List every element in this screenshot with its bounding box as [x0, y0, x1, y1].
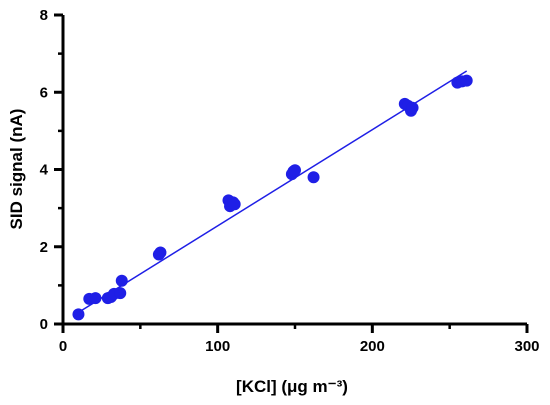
y-tick-label: 2	[40, 239, 48, 256]
data-point	[115, 274, 128, 287]
data-point	[228, 198, 241, 211]
y-tick-label: 6	[40, 84, 48, 101]
data-point	[406, 101, 419, 114]
data-point	[154, 246, 167, 259]
data-point	[460, 74, 473, 87]
fit-line	[78, 70, 468, 314]
plot-content	[72, 70, 473, 321]
x-tick-label: 0	[59, 338, 67, 355]
y-tick-label: 8	[40, 7, 48, 24]
x-tick-label: 300	[514, 338, 539, 355]
x-axis-title: [KCl] (μg m⁻³)	[236, 377, 348, 396]
x-tick-label: 200	[360, 338, 385, 355]
data-point	[89, 292, 102, 305]
axes: 0 100 200 300 0 2 4 6 8	[40, 7, 540, 355]
y-tick-label: 4	[40, 162, 49, 179]
y-tick-label: 0	[40, 316, 48, 333]
x-tick-label: 100	[205, 338, 230, 355]
data-point	[307, 171, 320, 184]
data-point	[114, 287, 127, 300]
data-point	[289, 164, 301, 177]
y-axis-title: SID signal (nA)	[7, 109, 26, 230]
data-point	[72, 308, 85, 321]
